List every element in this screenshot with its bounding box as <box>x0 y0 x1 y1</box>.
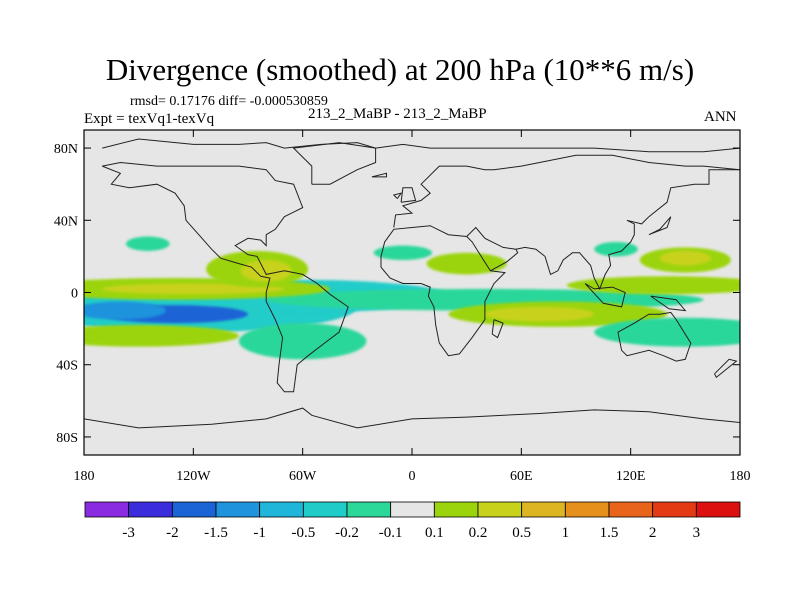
coastline-segment-7 <box>491 319 504 339</box>
colorbar-label: 0.5 <box>512 525 531 541</box>
anomaly-region-6 <box>102 283 285 295</box>
coastlines <box>84 138 740 429</box>
coastline-segment-4 <box>393 154 740 228</box>
colorbar-box-0 <box>84 501 130 518</box>
coastline-segment-14 <box>392 192 403 199</box>
anomaly-region-11 <box>426 252 507 275</box>
colorbar-label: 2 <box>649 525 657 541</box>
coastline-segment-3 <box>380 225 506 357</box>
coastline-segment-12 <box>400 187 417 203</box>
colorbar: -3 -2 -1.5 -1 -0.5 -0.2 -0.1 0.1 0.2 0.5 1 1.5 2 3 <box>84 501 741 541</box>
x-tick-label: 120W <box>176 469 211 484</box>
colorbar-label: -1.5 <box>204 525 228 541</box>
colorbar-label: 3 <box>693 525 701 541</box>
anomaly-region-10 <box>238 323 367 360</box>
colorbar-label: -2 <box>166 525 179 541</box>
colorbar-label: -0.2 <box>335 525 359 541</box>
colorbar-label: 1 <box>562 525 570 541</box>
x-tick-label: 60E <box>510 469 533 484</box>
colorbar-label: 0.2 <box>469 525 488 541</box>
x-tick-label: 0 <box>409 469 416 484</box>
colorbar-box-7 <box>390 501 435 518</box>
y-tick-label: 40S <box>56 359 78 374</box>
chart-title: Divergence (smoothed) at 200 hPa (10**6 … <box>105 52 695 87</box>
x-axis: 180 120W 60W 0 60E 120E 180 <box>74 130 751 484</box>
coastline-segment-6 <box>515 169 740 291</box>
coastline-segment-11 <box>648 216 672 236</box>
y-tick-label: 80N <box>54 142 78 157</box>
colorbar-box-3 <box>215 501 261 518</box>
colorbar-box-5 <box>302 501 348 518</box>
anomaly-region-13 <box>484 306 595 322</box>
anomaly-region-16 <box>566 276 740 295</box>
colorbar-box-2 <box>171 501 217 518</box>
anomaly-region-20 <box>594 241 638 257</box>
coastline-segment-9 <box>84 407 740 429</box>
x-tick-label: 120E <box>616 469 646 484</box>
coastline-segment-10 <box>584 283 626 308</box>
colorbar-label: -3 <box>122 525 135 541</box>
coastline-segment-16 <box>650 295 687 312</box>
anomaly-region-4 <box>84 301 166 320</box>
y-axis: 80N 40N 0 40S 80S <box>54 142 740 446</box>
anomaly-region-9 <box>240 260 292 282</box>
colorbar-box-4 <box>259 501 304 518</box>
colorbar-box-1 <box>128 501 173 518</box>
colorbar-box-9 <box>477 501 523 518</box>
x-tick-label: 60W <box>289 469 317 484</box>
colorbar-box-11 <box>564 501 610 518</box>
coastline-segment-2 <box>292 142 377 185</box>
colorbar-box-8 <box>433 501 479 518</box>
coastline-segment-8 <box>617 311 692 362</box>
colorbar-box-12 <box>608 501 654 518</box>
x-tick-label: 180 <box>74 469 95 484</box>
anomaly-region-15 <box>659 250 711 266</box>
y-tick-label: 80S <box>56 431 78 446</box>
colorbar-label: -1 <box>253 525 266 541</box>
x-tick-label: 180 <box>730 469 751 484</box>
coastline-segment-15 <box>714 358 738 379</box>
anomaly-region-18 <box>125 236 170 251</box>
season-label: ANN <box>704 109 737 125</box>
anomaly-region-19 <box>373 245 433 260</box>
anomaly-region-7 <box>84 325 239 347</box>
case-line: 213_2_MaBP - 213_2_MaBP <box>308 106 487 122</box>
anomaly-region-17 <box>594 317 740 347</box>
y-tick-label: 0 <box>71 287 78 302</box>
colorbar-box-10 <box>521 501 566 518</box>
coastline-segment-1 <box>102 161 349 393</box>
y-tick-label: 40N <box>54 214 78 229</box>
colorbar-label: -0.1 <box>379 525 403 541</box>
coastline-segment-0 <box>102 138 740 153</box>
coastline-segment-13 <box>371 172 387 178</box>
colorbar-label: 0.1 <box>425 525 444 541</box>
colorbar-box-6 <box>346 501 392 518</box>
coastline-segment-5 <box>466 226 519 272</box>
stats-line: rmsd= 0.17176 diff= -0.000530859 <box>130 94 328 109</box>
experiment-line: Expt = texVq1-texVq <box>84 111 215 127</box>
colorbar-label: 1.5 <box>600 525 619 541</box>
colorbar-box-14 <box>695 501 741 518</box>
colorbar-label: -0.5 <box>291 525 315 541</box>
colorbar-box-13 <box>652 501 697 518</box>
